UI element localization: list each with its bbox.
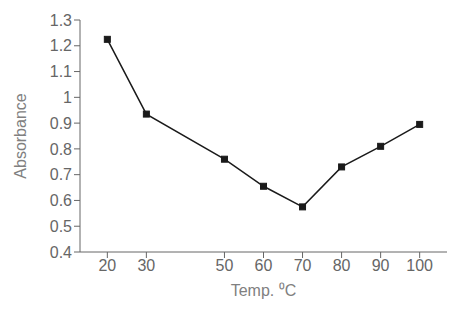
svg-text:0.4: 0.4 [50, 244, 72, 261]
svg-text:0.8: 0.8 [50, 141, 72, 158]
svg-text:50: 50 [216, 257, 234, 274]
svg-text:100: 100 [406, 257, 433, 274]
svg-text:1.1: 1.1 [50, 63, 72, 80]
svg-text:Absorbance: Absorbance [12, 93, 29, 178]
svg-text:0.7: 0.7 [50, 166, 72, 183]
svg-text:1.2: 1.2 [50, 37, 72, 54]
svg-text:20: 20 [98, 257, 116, 274]
svg-text:90: 90 [372, 257, 390, 274]
svg-text:1: 1 [63, 89, 72, 106]
svg-text:70: 70 [294, 257, 312, 274]
svg-text:80: 80 [333, 257, 351, 274]
svg-text:60: 60 [255, 257, 273, 274]
svg-text:0.5: 0.5 [50, 218, 72, 235]
svg-text:30: 30 [137, 257, 155, 274]
svg-text:0.6: 0.6 [50, 192, 72, 209]
svg-text:1.3: 1.3 [50, 12, 72, 29]
svg-text:0.9: 0.9 [50, 115, 72, 132]
svg-text:Temp. ⁰C: Temp. ⁰C [231, 282, 297, 299]
